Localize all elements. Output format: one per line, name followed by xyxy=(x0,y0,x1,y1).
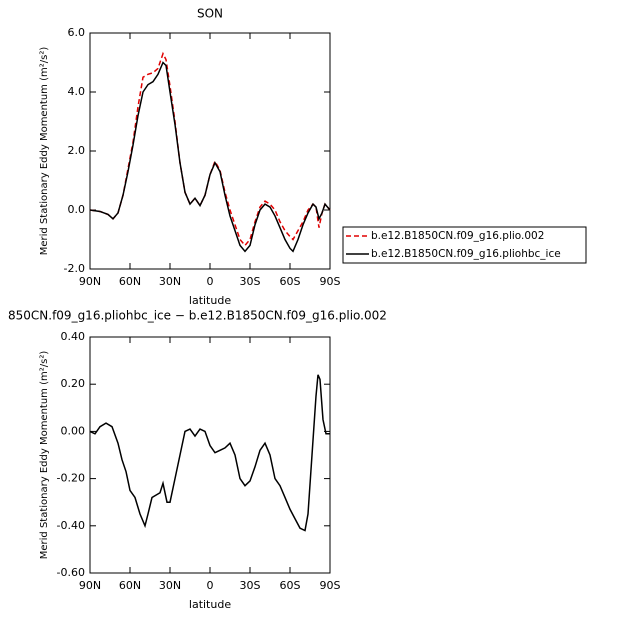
x-tick-label: 30N xyxy=(159,275,181,288)
y-tick-label: -0.40 xyxy=(57,519,85,532)
y-axis-label: Merid Stationary Eddy Momentum (m²/s²) xyxy=(39,351,50,560)
data-line xyxy=(89,61,331,253)
x-tick-label: 30S xyxy=(240,579,261,592)
x-axis-label: latitude xyxy=(189,598,231,611)
y-tick-label: -0.60 xyxy=(57,566,85,579)
y-tick-label: 0.20 xyxy=(61,377,86,390)
y-tick-label: 4.0 xyxy=(68,85,86,98)
x-tick-label: 60S xyxy=(280,275,301,288)
x-tick-label: 90N xyxy=(79,275,101,288)
x-tick-label: 90S xyxy=(320,579,341,592)
y-tick-label: -2.0 xyxy=(64,262,85,275)
y-axis-label: Merid Stationary Eddy Momentum (m²/s²) xyxy=(39,47,50,256)
x-tick-label: 30S xyxy=(240,275,261,288)
data-line xyxy=(89,51,331,247)
x-tick-label: 90S xyxy=(320,275,341,288)
legend-label: b.e12.B1850CN.f09_g16.plio.002 xyxy=(371,230,544,242)
x-tick-label: 90N xyxy=(79,579,101,592)
y-tick-label: 2.0 xyxy=(68,144,86,157)
x-tick-label: 60S xyxy=(280,579,301,592)
y-tick-label: 0.40 xyxy=(61,330,86,343)
data-line xyxy=(89,374,330,532)
x-axis-label: latitude xyxy=(189,294,231,307)
x-tick-label: 60N xyxy=(119,579,141,592)
legend-label: b.e12.B1850CN.f09_g16.pliohbc_ice xyxy=(371,248,561,260)
y-tick-label: 6.0 xyxy=(68,26,86,39)
legend-box xyxy=(342,226,587,264)
plot-frame xyxy=(89,32,331,270)
x-tick-label: 30N xyxy=(159,579,181,592)
plot-frame xyxy=(89,336,331,574)
y-tick-label: -0.20 xyxy=(57,472,85,485)
chart-title: 850CN.f09_g16.pliohbc_ice − b.e12.B1850C… xyxy=(8,309,387,323)
x-tick-label: 0 xyxy=(207,275,214,288)
chart-title: SON xyxy=(197,7,223,21)
x-tick-label: 60N xyxy=(119,275,141,288)
y-tick-label: 0.00 xyxy=(61,424,86,437)
x-tick-label: 0 xyxy=(207,579,214,592)
y-tick-label: 0.0 xyxy=(68,203,86,216)
